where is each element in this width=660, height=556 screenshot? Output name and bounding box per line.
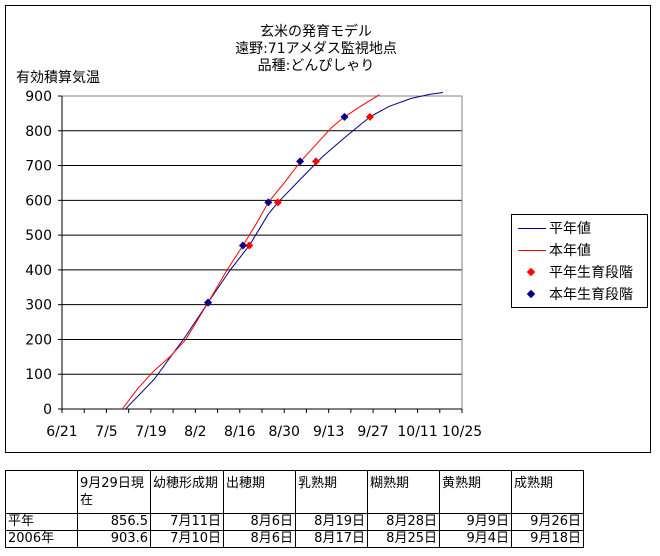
table-cell: 8月25日	[367, 530, 440, 548]
table-header-row: 9月29日現在 幼穂形成期 出穂期 乳熟期 糊熟期 黄熟期 成熟期	[5, 470, 584, 514]
table-row-label: 平年	[5, 513, 78, 531]
table-header-cell: 乳熟期	[295, 470, 368, 514]
y-tick-label: 700	[25, 159, 52, 175]
table-header-cell	[5, 470, 78, 514]
table-header-cell: 糊熟期	[367, 470, 440, 514]
x-tick-label: 10/25	[442, 424, 482, 440]
x-tick-label: 9/13	[313, 424, 344, 440]
x-tick-label: 10/11	[397, 424, 437, 440]
legend-line-swatch	[518, 250, 546, 251]
chart-title-line-2: 遠野:71アメダス監視地点	[235, 41, 397, 57]
table-header-cell: 9月29日現在	[77, 470, 151, 514]
y-tick-label: 100	[25, 367, 52, 383]
table-row-label: 2006年	[5, 530, 78, 548]
legend-label: 平年生育段階	[549, 265, 633, 281]
series-line	[121, 94, 380, 410]
legend: 平年値 本年値 平年生育段階 本年生育段階	[511, 214, 648, 308]
series-line	[125, 92, 444, 410]
table-cell: 8月19日	[295, 513, 368, 531]
y-tick-label: 200	[25, 332, 52, 348]
table-cell: 903.6	[77, 530, 151, 548]
legend-label: 本年生育段階	[549, 287, 633, 303]
table-row: 2006年 903.6 7月10日 8月6日 8月17日 8月25日 9月4日 …	[5, 530, 584, 548]
chart-frame: 0 100 200 300 400 500 600 700 800 900 6/21 7/5 7/19 8…	[5, 5, 651, 453]
table-header-cell: 黄熟期	[439, 470, 512, 514]
table-header-cell: 成熟期	[511, 470, 584, 514]
legend-item-current-line: 本年値	[512, 242, 647, 260]
series-marker	[264, 198, 273, 207]
table-cell: 9月4日	[439, 530, 512, 548]
table-cell: 8月28日	[367, 513, 440, 531]
x-tick-label: 6/21	[46, 424, 77, 440]
legend-label: 平年値	[549, 221, 591, 237]
chart-plot: 0 100 200 300 400 500 600 700 800 900 6/21 7/5 7/19 8…	[25, 89, 482, 440]
table-cell: 9月18日	[511, 530, 584, 548]
table-cell: 8月6日	[223, 530, 296, 548]
table-cell: 9月9日	[439, 513, 512, 531]
x-tick-label: 7/19	[135, 424, 166, 440]
diamond-marker-icon	[526, 289, 536, 299]
legend-label: 本年値	[549, 243, 591, 259]
growth-stage-table: 9月29日現在 幼穂形成期 出穂期 乳熟期 糊熟期 黄熟期 成熟期 平年 856…	[5, 470, 584, 548]
table-header-cell: 出穂期	[223, 470, 296, 514]
x-tick-label: 8/2	[184, 424, 207, 440]
table-row: 平年 856.5 7月11日 8月6日 8月19日 8月28日 9月9日 9月2…	[5, 513, 584, 531]
y-tick-label: 800	[25, 124, 52, 140]
table-header-cell: 幼穂形成期	[150, 470, 224, 514]
x-tick-label: 8/30	[268, 424, 299, 440]
series-marker	[311, 157, 320, 166]
table-cell: 8月17日	[295, 530, 368, 548]
diamond-marker-icon	[526, 267, 536, 277]
x-tick-label: 8/16	[224, 424, 256, 440]
legend-item-normal-stage: 平年生育段階	[512, 264, 647, 282]
legend-line-swatch	[518, 228, 546, 229]
y-tick-label: 0	[43, 402, 52, 418]
chart-title-line-1: 玄米の発育モデル	[260, 24, 372, 40]
plot-area	[61, 95, 463, 410]
series-marker	[204, 298, 213, 307]
series-marker	[340, 112, 349, 121]
table-cell: 9月26日	[511, 513, 584, 531]
y-tick-label: 400	[25, 263, 52, 279]
series-marker	[273, 198, 282, 207]
table-cell: 7月11日	[150, 513, 224, 531]
table-cell: 8月6日	[223, 513, 296, 531]
y-tick-label: 900	[25, 89, 52, 105]
y-tick-label: 300	[25, 298, 52, 314]
table-cell: 7月10日	[150, 530, 224, 548]
chart-title-line-3: 品種:どんぴしゃり	[257, 58, 375, 74]
legend-item-normal-line: 平年値	[512, 220, 647, 238]
series-marker	[238, 241, 247, 250]
series-marker	[296, 157, 305, 166]
y-tick-label: 600	[25, 193, 52, 209]
table-cell: 856.5	[77, 513, 151, 531]
series-marker	[245, 241, 254, 250]
x-tick-label: 7/5	[95, 424, 118, 440]
series-marker	[365, 112, 374, 121]
x-tick-label: 9/27	[357, 424, 388, 440]
legend-item-current-stage: 本年生育段階	[512, 286, 647, 304]
y-axis-label: 有効積算気温	[16, 70, 100, 86]
y-tick-label: 500	[25, 228, 52, 244]
